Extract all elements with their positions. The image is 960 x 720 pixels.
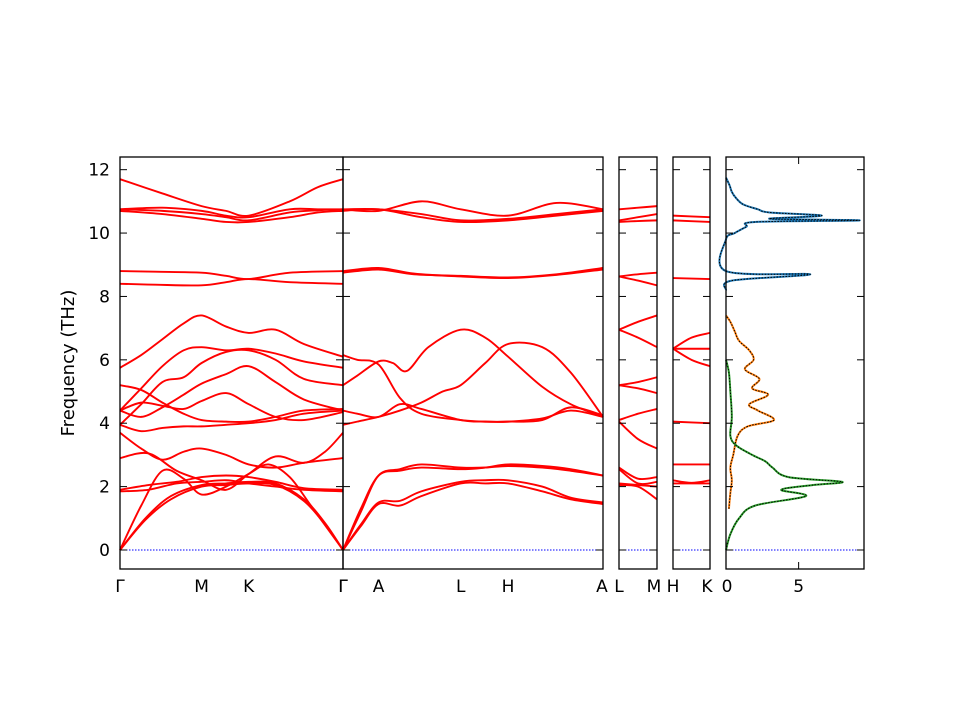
phonon-band-line — [618, 205, 658, 211]
phonon-band-line — [342, 328, 604, 418]
phonon-band-line — [119, 474, 344, 491]
x-tick-label: Γ — [338, 577, 348, 597]
x-tick-label: M — [647, 577, 662, 597]
phonon-band-line — [119, 348, 344, 426]
x-tick-label: Γ — [115, 577, 125, 597]
phonon-band-line — [672, 214, 711, 219]
phonon-band-line — [119, 209, 344, 224]
x-tick-label: M — [194, 577, 209, 597]
phonon-band-line — [119, 365, 344, 418]
phonon-band-line — [119, 431, 344, 469]
x-tick-label: A — [373, 577, 385, 597]
phonon-band-line — [119, 346, 344, 412]
phonon-band-line — [672, 331, 711, 350]
phonon-band-line — [119, 206, 343, 219]
phonon-band-line — [119, 479, 344, 493]
phonon-band-line — [342, 207, 604, 222]
band-panel-gamma-m-k-gamma: 0 2 4 6 8 10 12 Γ M K Γ — [88, 156, 348, 597]
phonon-band-line — [672, 347, 711, 368]
phonon-band-line — [618, 384, 658, 395]
phonon-band-line — [342, 478, 604, 551]
dos-total-overlay — [725, 315, 775, 509]
dos-frame — [725, 156, 865, 570]
y-tick-label: 4 — [99, 414, 110, 434]
phonon-band-line — [618, 420, 658, 450]
phonon-band-line — [618, 213, 658, 222]
phonon-band-line — [618, 484, 658, 501]
dos-x-tick-label: 5 — [793, 577, 804, 597]
phonon-band-line — [618, 468, 658, 486]
phonon-band-line — [618, 376, 658, 387]
y-tick-label: 6 — [99, 351, 110, 371]
phonon-band-line — [119, 314, 344, 369]
phonon-band-line — [119, 384, 344, 423]
y-axis-label: Frequency (THz) — [58, 290, 79, 437]
phonon-band-line — [119, 409, 344, 433]
phonon-band-line — [618, 219, 658, 223]
phonon-band-line — [342, 200, 604, 217]
x-tick-label: L — [456, 577, 466, 597]
phonon-band-line — [672, 277, 711, 280]
panel-frame — [618, 156, 658, 570]
phonon-band-line — [618, 328, 658, 349]
phonon-band-line — [618, 466, 658, 481]
y-tick-label: 0 — [99, 541, 110, 561]
dos-x-tick-label: 0 — [722, 577, 733, 597]
x-tick-label: Γ — [338, 577, 348, 597]
dos-total-overlay — [725, 359, 844, 551]
y-tick-label: 10 — [88, 224, 110, 244]
dos-total-overlay — [718, 177, 861, 291]
phonon-band-line — [342, 266, 604, 280]
y-tick-label: 12 — [88, 161, 110, 181]
phonon-band-line — [119, 278, 344, 287]
phonon-band-line — [119, 208, 344, 222]
phonon-band-line — [119, 178, 344, 217]
phonon-band-line — [342, 463, 604, 551]
phonon-band-line — [342, 402, 604, 423]
phonon-band-line — [119, 432, 344, 491]
phonon-band-line — [618, 408, 658, 421]
y-tick-label: 8 — [99, 287, 110, 307]
phonon-band-line — [618, 271, 658, 278]
x-tick-label: H — [667, 577, 680, 597]
y-tick-label: 2 — [99, 478, 110, 498]
panel-frame — [672, 156, 711, 570]
x-tick-label: K — [701, 577, 713, 597]
x-tick-label: A — [596, 577, 608, 597]
phonon-band-line — [672, 479, 711, 484]
x-tick-label: H — [502, 577, 515, 597]
phonon-band-line — [119, 270, 344, 281]
x-tick-label: L — [614, 577, 624, 597]
phonon-band-line — [119, 392, 344, 422]
phonon-band-line — [618, 314, 658, 331]
phonon-band-line — [618, 275, 658, 287]
x-tick-label: K — [243, 577, 255, 597]
panel-frame — [342, 156, 604, 570]
phonon-band-line — [672, 219, 711, 223]
phonon-band-line — [119, 463, 344, 551]
